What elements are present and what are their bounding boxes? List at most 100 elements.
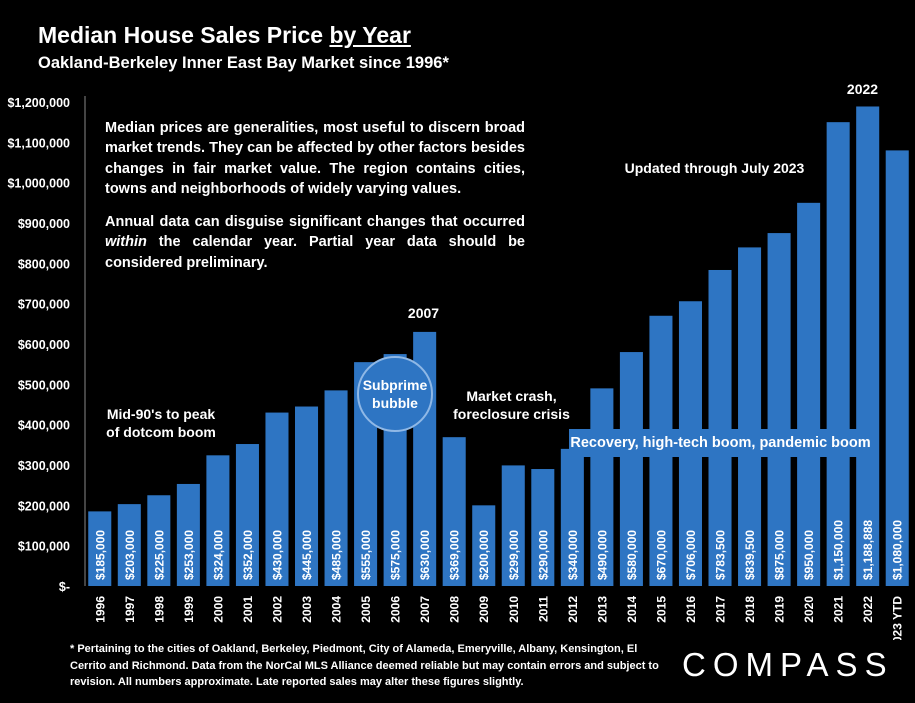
bar (117, 504, 141, 586)
x-tick-label: 2014 (625, 596, 639, 623)
x-tick-label: 2022 (861, 596, 875, 623)
annotation-crash: Market crash, foreclosure crisis (449, 387, 574, 423)
bar-value-label: $950,000 (802, 530, 816, 580)
bar-value-label: $369,000 (448, 530, 462, 580)
y-tick-label: $700,000 (18, 298, 70, 312)
bar-value-label: $290,000 (536, 530, 550, 580)
bubble-line1: Subprime (362, 377, 428, 393)
bar (560, 448, 584, 586)
x-tick-label: 2011 (536, 596, 550, 622)
annotation-crash-line1: Market crash, (466, 388, 557, 404)
chart-title: Median House Sales Price by Year (38, 22, 411, 49)
bar (797, 202, 821, 587)
bar-value-label: $555,000 (359, 530, 373, 580)
x-tick-label: 1996 (93, 596, 107, 623)
y-tick-label: $- (59, 580, 70, 594)
bar-value-label: $783,500 (714, 530, 728, 580)
note-p2-em: within (105, 234, 147, 251)
y-tick-label: $600,000 (18, 338, 70, 352)
bar (147, 495, 171, 586)
bar (176, 483, 200, 586)
x-tick-label: 2010 (507, 596, 521, 623)
y-tick-label: $400,000 (18, 419, 70, 433)
bar (206, 455, 230, 586)
bar-chart: $- $100,000 $200,000 $300,000 $400,000 $500,0… (7, 96, 909, 640)
x-tick-label: 2009 (477, 596, 491, 623)
bar (767, 233, 791, 587)
bar (619, 352, 643, 586)
x-tick-label: 1997 (123, 596, 137, 623)
bar-value-label: $203,000 (123, 530, 137, 580)
bar-value-label: $839,500 (743, 530, 757, 580)
bar (324, 390, 348, 586)
bar (472, 505, 496, 586)
bar-value-label: $485,000 (330, 530, 344, 580)
bar (826, 122, 850, 587)
bar-value-label: $490,000 (595, 530, 609, 580)
bar-value-label: $875,000 (773, 530, 787, 580)
x-tick-label: 2004 (330, 596, 344, 623)
bar (885, 150, 909, 586)
footnote: * Pertaining to the cities of Oakland, B… (70, 643, 659, 688)
bar (738, 247, 762, 586)
bar (442, 437, 466, 586)
bar-value-label: $352,000 (241, 530, 255, 580)
disclaimer-note: Median prices are generalities, most use… (105, 118, 525, 286)
y-tick-label: $100,000 (18, 540, 70, 554)
bar (531, 469, 555, 586)
x-tick-label: 2012 (566, 596, 580, 623)
bar-value-label: $340,000 (566, 530, 580, 580)
bar-value-label: $225,000 (152, 530, 166, 580)
bar-value-label: $580,000 (625, 530, 639, 580)
bar (501, 465, 525, 586)
x-tick-label: 2003 (300, 596, 314, 623)
x-tick-label: 2006 (389, 596, 403, 623)
y-tick-label: $800,000 (18, 257, 70, 271)
bar (235, 444, 259, 586)
bar (88, 511, 112, 586)
bar (294, 406, 319, 586)
x-tick-label: 2007 (418, 596, 432, 623)
bar (708, 269, 732, 586)
x-tick-label: 2001 (241, 596, 255, 623)
x-tick-label: 2018 (743, 596, 757, 623)
annotation-2022: 2022 (846, 81, 879, 97)
title-main: Median House Sales Price (38, 22, 324, 48)
annotation-dotcom-line2: of dotcom boom (106, 424, 216, 440)
bar-value-label: $1,188,888 (861, 520, 875, 580)
annotation-2007: 2007 (407, 305, 440, 321)
note-paragraph-1: Median prices are generalities, most use… (105, 120, 525, 197)
bubble-line2: bubble (372, 395, 418, 411)
annotation-recovery: Recovery, high-tech boom, pandemic boom (569, 429, 872, 457)
x-tick-label: 2005 (359, 596, 373, 623)
bar-value-label: $185,000 (93, 530, 107, 580)
y-tick-label: $900,000 (18, 217, 70, 231)
x-tick-label: 2008 (448, 596, 462, 623)
bar-value-label: $430,000 (270, 530, 284, 580)
y-tick-label: $1,200,000 (7, 96, 70, 110)
x-tick-label: 1999 (182, 596, 196, 623)
bar-value-label: $630,000 (418, 530, 432, 580)
x-tick-label: 2016 (684, 596, 698, 623)
note-paragraph-2: Annual data can disguise significant cha… (105, 212, 525, 273)
y-tick-label: $500,000 (18, 378, 70, 392)
annotation-updated: Updated through July 2023 (624, 160, 805, 176)
x-tick-label: 2015 (654, 596, 668, 623)
annotation-crash-line2: foreclosure crisis (453, 406, 570, 422)
bar-value-label: $200,000 (477, 530, 491, 580)
bar-value-label: $706,000 (684, 530, 698, 580)
bar-value-label: $1,150,000 (832, 520, 846, 580)
bar-value-label: $670,000 (654, 530, 668, 580)
x-tick-label: 2017 (714, 596, 728, 623)
y-tick-label: $300,000 (18, 459, 70, 473)
y-tick-label: $200,000 (18, 499, 70, 513)
bar-value-label: $253,000 (182, 530, 196, 580)
y-tick-label: $1,100,000 (7, 136, 70, 150)
x-tick-label: 2023 YTD (891, 596, 905, 640)
y-tick-label: $1,000,000 (7, 177, 70, 191)
compass-logo: COMPASS (682, 646, 894, 683)
note-p2-a: Annual data can disguise significant cha… (105, 214, 525, 231)
bar-value-label: $575,000 (389, 530, 403, 580)
chart-subtitle: Oakland-Berkeley Inner East Bay Market s… (38, 54, 449, 72)
annotation-dotcom: Mid-90's to peak of dotcom boom (96, 405, 226, 441)
